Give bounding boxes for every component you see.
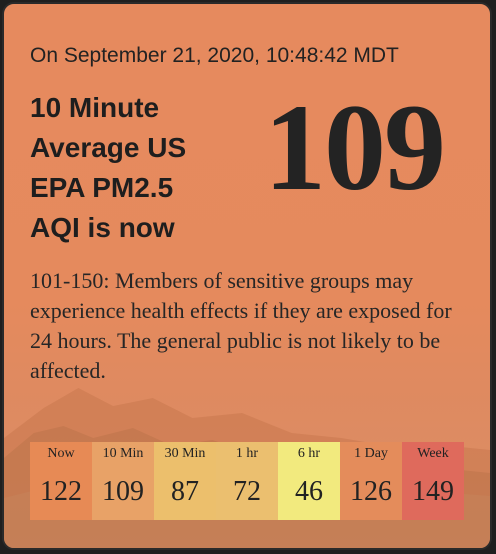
history-cell-1day: 1 Day 126 bbox=[340, 442, 402, 520]
history-cell-now: Now 122 bbox=[30, 442, 92, 520]
history-cell-10min: 10 Min 109 bbox=[92, 442, 154, 520]
aqi-widget: On September 21, 2020, 10:48:42 MDT 10 M… bbox=[2, 2, 492, 550]
history-label: 10 Min bbox=[102, 446, 144, 461]
aqi-description: 101-150: Members of sensitive groups may… bbox=[30, 268, 452, 383]
aqi-history-strip: Now 122 10 Min 109 30 Min 87 1 hr 72 6 h… bbox=[30, 442, 464, 520]
history-cell-1hr: 1 hr 72 bbox=[216, 442, 278, 520]
history-value: 122 bbox=[40, 476, 82, 507]
history-value: 46 bbox=[295, 476, 323, 507]
history-value: 72 bbox=[233, 476, 261, 507]
history-cell-30min: 30 Min 87 bbox=[154, 442, 216, 520]
history-label: 30 Min bbox=[164, 446, 206, 461]
history-value: 126 bbox=[350, 476, 392, 507]
history-value: 87 bbox=[171, 476, 199, 507]
history-label: Week bbox=[417, 446, 449, 461]
headline-line: 10 Minute bbox=[30, 92, 160, 123]
headline-line: EPA PM2.5 bbox=[30, 172, 174, 203]
history-label: Now bbox=[47, 446, 75, 461]
history-label: 1 hr bbox=[235, 446, 259, 461]
history-value: 149 bbox=[412, 476, 454, 507]
history-label: 6 hr bbox=[297, 446, 321, 461]
history-cell-week: Week 149 bbox=[402, 442, 464, 520]
history-cell-6hr: 6 hr 46 bbox=[278, 442, 340, 520]
timestamp: On September 21, 2020, 10:48:42 MDT bbox=[30, 44, 399, 67]
headline-line: Average US bbox=[30, 132, 187, 163]
aqi-headline: 10 Minute Average US EPA PM2.5 AQI is no… bbox=[30, 88, 230, 248]
aqi-value: 109 bbox=[264, 79, 446, 216]
headline-line: AQI is now bbox=[30, 212, 175, 243]
history-label: 1 Day bbox=[354, 446, 388, 461]
history-value: 109 bbox=[102, 476, 144, 507]
